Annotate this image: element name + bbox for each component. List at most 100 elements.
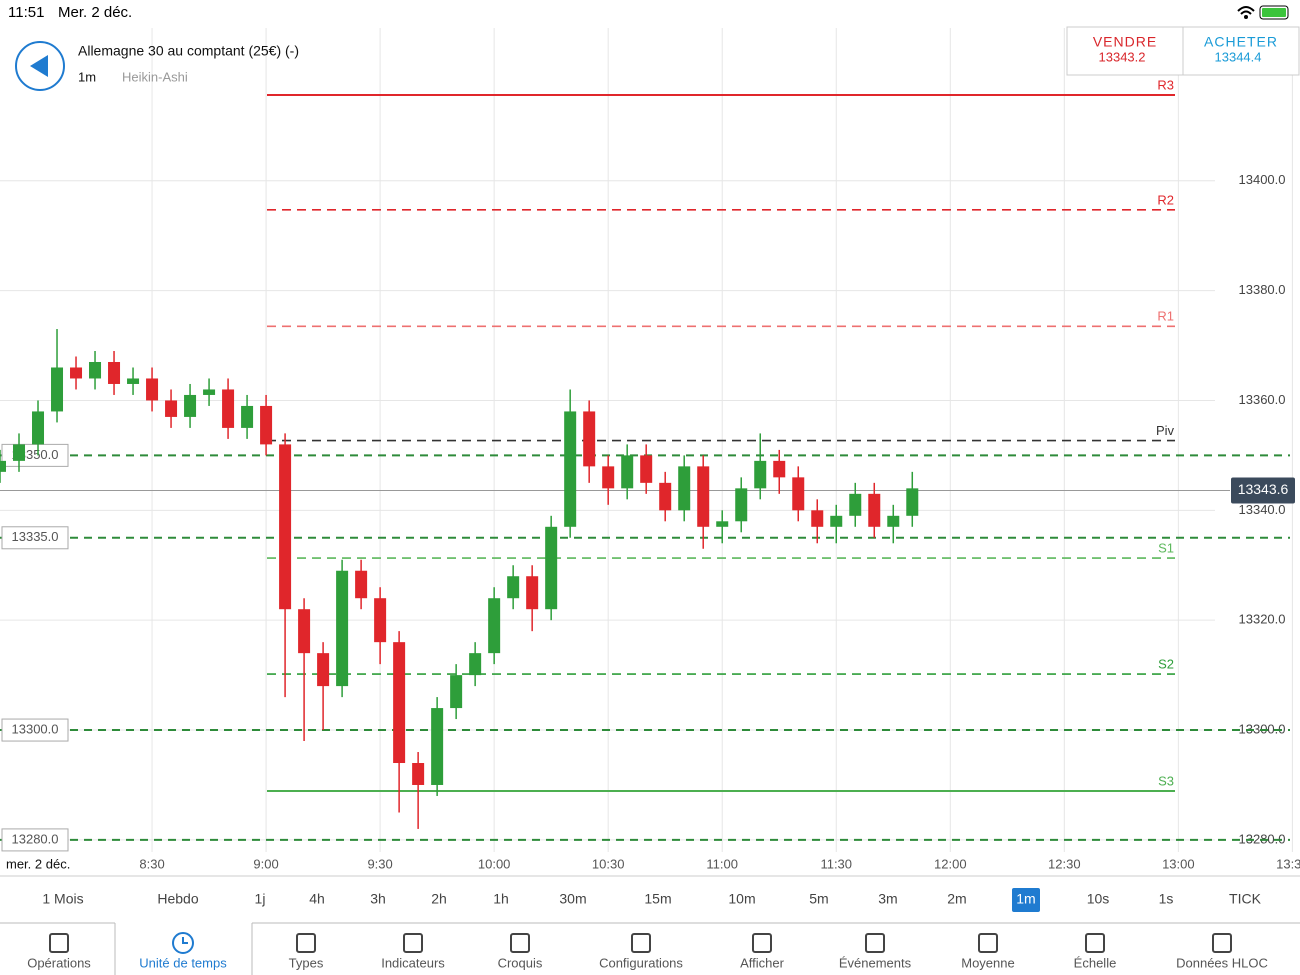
candle-body [279, 444, 292, 610]
timeframe-button[interactable]: 3h [370, 891, 386, 907]
candle-body [678, 466, 691, 511]
timeframe-button[interactable]: 2h [431, 891, 447, 907]
toolbar-icon [631, 933, 651, 953]
pivot-label: R3 [1157, 77, 1174, 92]
candle-body [659, 482, 672, 511]
toolbar-button[interactable]: Configurations [599, 955, 683, 970]
candle-body [526, 576, 539, 610]
candle-body [393, 642, 406, 764]
toolbar-icon [1085, 933, 1105, 953]
timeframe-button[interactable]: 30m [559, 891, 586, 907]
sell-label[interactable]: VENDRE [1093, 34, 1157, 50]
buy-label[interactable]: ACHETER [1204, 34, 1278, 50]
wifi-icon [1237, 6, 1255, 15]
candle-body [203, 389, 216, 395]
candle-body [336, 570, 349, 687]
candle-body [735, 488, 748, 522]
candle-body [754, 460, 767, 489]
timeframe-button[interactable]: 3m [878, 891, 897, 907]
candle-body [621, 455, 634, 489]
y-tick-label: 13400.0 [1239, 172, 1286, 187]
candle-body [469, 653, 482, 676]
order-label-box[interactable] [1, 828, 69, 852]
order-label[interactable]: 13335.0 [12, 529, 59, 544]
toolbar-button[interactable]: Moyenne [961, 955, 1014, 970]
candle-body [545, 526, 558, 610]
candle-body [431, 708, 444, 785]
candle-body [51, 367, 64, 412]
last-price-label: 13343.6 [1238, 481, 1289, 497]
toolbar-button[interactable]: Opérations [27, 955, 91, 970]
toolbar-button[interactable]: Unité de temps [139, 955, 227, 970]
x-tick-label: 9:00 [253, 856, 278, 871]
pivot-label: S3 [1158, 773, 1174, 788]
status-time: 11:51 [8, 4, 44, 21]
timeframe-selected [1012, 888, 1040, 912]
timeframe-button[interactable]: 1s [1159, 891, 1174, 907]
pivot-label: R2 [1157, 192, 1174, 207]
candle-body [906, 488, 919, 516]
timeframe-button[interactable]: 10s [1087, 891, 1110, 907]
candle-body [887, 515, 900, 527]
timeframe-button[interactable]: TICK [1229, 891, 1262, 907]
last-price-box [1231, 477, 1295, 504]
toolbar-button[interactable]: Données HLOC [1176, 955, 1268, 970]
candle-body [507, 576, 520, 599]
x-tick-label: 13:00 [1162, 856, 1195, 871]
sell-price[interactable]: 13343.2 [1099, 49, 1146, 64]
candle-body [184, 394, 197, 417]
timeframe-button[interactable]: Hebdo [157, 891, 198, 907]
wifi-dot [1244, 15, 1248, 19]
y-tick-label: 13360.0 [1239, 392, 1286, 407]
toolbar-button[interactable]: Afficher [740, 955, 785, 970]
order-label-box[interactable] [1, 526, 69, 550]
y-tick-label: 13340.0 [1239, 502, 1286, 517]
toolbar-button[interactable]: Indicateurs [381, 955, 445, 970]
order-label-box[interactable] [1, 718, 69, 742]
order-label[interactable]: 13300.0 [12, 721, 59, 736]
y-tick-label: 13380.0 [1239, 282, 1286, 297]
timeframe-button[interactable]: 1m [1016, 891, 1035, 907]
x-tick-label: 11:30 [820, 856, 852, 871]
candle-body [146, 378, 159, 401]
timeframe-button[interactable]: 5m [809, 891, 828, 907]
pivot-label: Piv [1156, 423, 1175, 438]
order-label[interactable]: 13280.0 [12, 831, 59, 846]
toolbar-icon [49, 933, 69, 953]
candle-body [32, 411, 45, 445]
candle-body [716, 521, 729, 527]
candle-body [222, 389, 235, 428]
timeframe-button[interactable]: 2m [947, 891, 966, 907]
candle-body [89, 361, 102, 379]
timeframe-button[interactable]: 15m [644, 891, 671, 907]
candle-body [317, 653, 330, 687]
instrument-title: Allemagne 30 au comptant (25€) (-) [78, 43, 299, 59]
candle-body [792, 477, 805, 511]
battery-level [1262, 8, 1286, 17]
toolbar-icon [978, 933, 998, 953]
timeframe-button[interactable]: 1 Mois [42, 891, 83, 907]
toolbar-icon [865, 933, 885, 953]
x-tick-label: 10:00 [478, 856, 511, 871]
toolbar-button[interactable]: Échelle [1074, 955, 1117, 970]
toolbar-button[interactable]: Types [289, 955, 324, 970]
toolbar-button[interactable]: Croquis [498, 955, 543, 970]
toolbar-icon [510, 933, 530, 953]
x-tick-label: 12:30 [1048, 856, 1081, 871]
chart-style: Heikin-Ashi [122, 69, 188, 84]
candle-body [450, 675, 463, 709]
timeframe-button[interactable]: 1h [493, 891, 509, 907]
toolbar-icon [403, 933, 423, 953]
candle-body [697, 466, 710, 527]
toolbar-icon [182, 937, 188, 944]
timeframe-button[interactable]: 4h [309, 891, 325, 907]
timeframe-button[interactable]: 1j [255, 891, 266, 907]
candle-body [602, 466, 615, 489]
buy-price[interactable]: 13344.4 [1215, 49, 1262, 64]
toolbar-button[interactable]: Événements [839, 955, 912, 970]
x-tick-label: 9:30 [367, 856, 392, 871]
x-date-label: mer. 2 déc. [6, 856, 70, 871]
timeframe-button[interactable]: 10m [728, 891, 755, 907]
